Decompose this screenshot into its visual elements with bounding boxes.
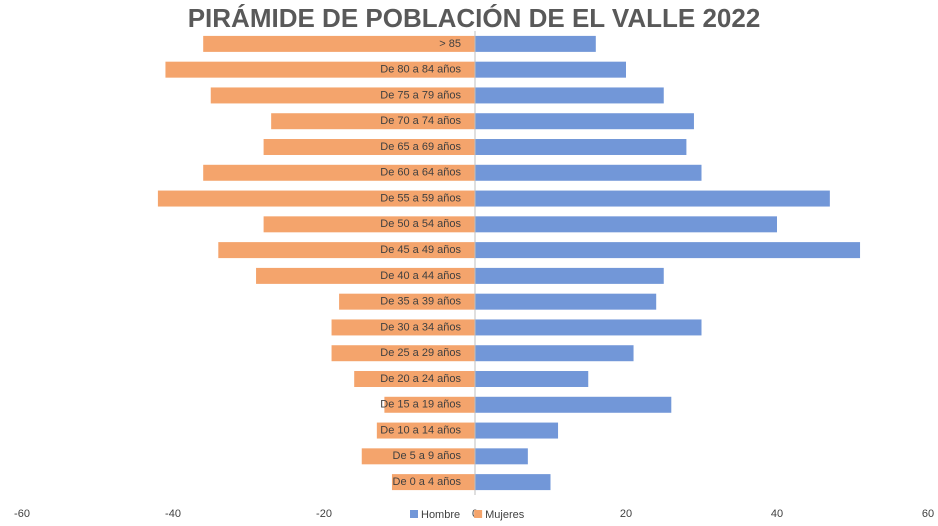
bar [391, 474, 475, 491]
chart-title: PIRÁMIDE DE POBLACIÓN DE EL VALLE 2022 [188, 3, 761, 33]
y-tick-label: De 60 a 64 años [380, 167, 461, 179]
bar [475, 371, 589, 387]
bar [331, 345, 475, 362]
bar [165, 61, 475, 78]
y-tick-label: De 55 a 59 años [380, 192, 461, 204]
bar [475, 422, 559, 439]
bar [475, 319, 702, 336]
y-tick-label: De 35 a 39 años [380, 296, 461, 308]
y-tick-label: De 50 a 54 años [380, 218, 461, 230]
x-tick-label: -60 [14, 508, 30, 520]
y-tick-label: De 20 a 24 años [380, 373, 461, 385]
legend-swatch [410, 510, 418, 518]
bar [263, 216, 475, 233]
bar [157, 190, 475, 207]
bar [475, 87, 664, 104]
bar [475, 396, 672, 413]
y-tick-label: De 10 a 14 años [380, 424, 461, 436]
bar [475, 35, 596, 52]
legend-swatch [474, 510, 483, 518]
bar [331, 319, 475, 336]
x-tick-label: -20 [316, 508, 332, 520]
bar [271, 113, 475, 130]
x-tick-label: 40 [771, 508, 783, 520]
bar [475, 448, 528, 465]
y-tick-label: De 25 a 29 años [380, 347, 461, 359]
y-tick-label: De 40 a 44 años [380, 270, 461, 282]
bar [475, 190, 830, 207]
bar [376, 422, 475, 439]
legend-label: Mujeres [485, 509, 525, 521]
bar [203, 35, 475, 52]
bar [475, 345, 634, 362]
bar [475, 164, 702, 181]
y-tick-label: De 0 a 4 años [393, 476, 462, 488]
legend-label: Hombre [421, 509, 460, 521]
y-tick-label: De 80 a 84 años [380, 64, 461, 76]
bar [203, 164, 475, 181]
bar [475, 267, 664, 284]
y-tick-label: De 15 a 19 años [380, 399, 461, 411]
y-tick-label: De 45 a 49 años [380, 244, 461, 256]
bar [475, 242, 861, 259]
bar [339, 293, 475, 310]
bar [475, 113, 694, 130]
bar [218, 242, 476, 259]
x-tick-label: -40 [165, 508, 181, 520]
bar [475, 474, 551, 491]
bar [475, 293, 657, 310]
bar [256, 267, 475, 284]
y-tick-label: De 75 a 79 años [380, 89, 461, 101]
bar [263, 139, 475, 155]
x-tick-label: 60 [922, 508, 934, 520]
bar [210, 87, 475, 104]
bar [475, 216, 777, 233]
bar [384, 396, 475, 413]
y-tick-label: De 65 a 69 años [380, 141, 461, 153]
y-tick-label: > 85 [439, 38, 461, 50]
bar [475, 139, 687, 155]
bar [354, 371, 475, 387]
y-tick-label: De 5 a 9 años [393, 450, 462, 462]
y-tick-label: De 70 a 74 años [380, 115, 461, 127]
bar [475, 61, 626, 78]
x-tick-label: 20 [620, 508, 632, 520]
bar [361, 448, 475, 465]
y-tick-label: De 30 a 34 años [380, 321, 461, 333]
